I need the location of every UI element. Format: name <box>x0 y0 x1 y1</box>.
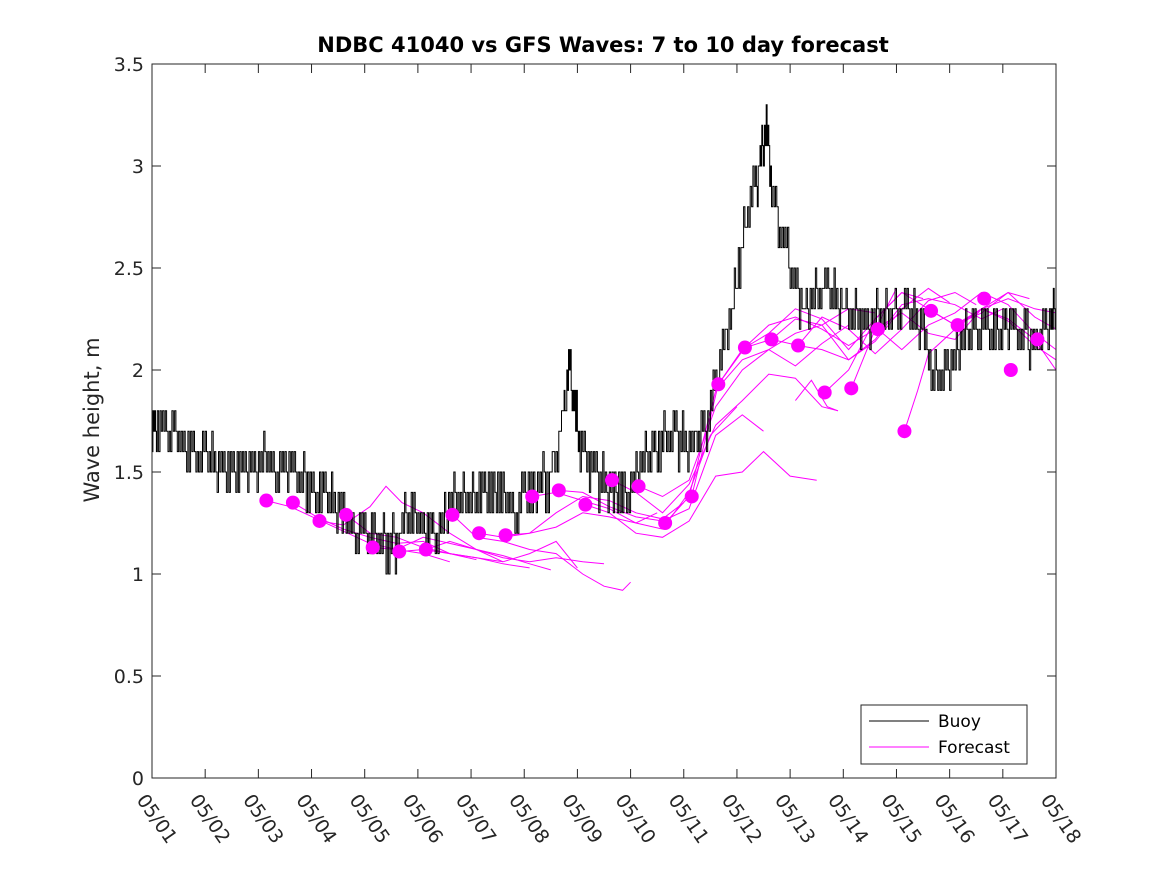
y-tick-label: 1 <box>132 564 144 586</box>
forecast-line <box>532 406 738 530</box>
forecast-marker <box>737 340 752 355</box>
buoy-line <box>152 104 1056 575</box>
forecast-marker <box>711 377 726 392</box>
forecast-marker <box>924 303 939 318</box>
y-tick-label: 0.5 <box>114 666 144 688</box>
y-tick-label: 2.5 <box>114 258 144 280</box>
forecast-line <box>638 324 849 498</box>
forecast-line <box>877 291 1057 351</box>
forecast-marker <box>259 493 274 508</box>
buoy-series-group <box>152 104 1056 575</box>
forecast-marker <box>445 507 460 522</box>
forecast-marker <box>604 473 619 488</box>
chart-title: NDBC 41040 vs GFS Waves: 7 to 10 day for… <box>317 33 888 57</box>
forecast-marker <box>578 497 593 512</box>
forecast-line <box>611 373 839 514</box>
y-tick-label: 1.5 <box>114 462 144 484</box>
forecast-marker <box>817 385 832 400</box>
forecast-marker <box>312 513 327 528</box>
forecast-marker <box>498 528 513 543</box>
forecast-line <box>585 450 817 538</box>
forecast-marker <box>472 526 487 541</box>
forecast-marker <box>339 507 354 522</box>
y-axis-ticks: 0 0.5 1 1.5 2 2.5 3 3.5 <box>114 54 1056 790</box>
forecast-marker <box>631 479 646 494</box>
legend-buoy-label: Buoy <box>938 712 981 732</box>
forecast-line <box>425 540 605 565</box>
forecast-marker <box>551 483 566 498</box>
plot-frame <box>151 63 1057 779</box>
forecast-marker <box>658 516 673 530</box>
forecast-marker <box>977 291 992 306</box>
forecast-marker <box>764 332 779 347</box>
forecast-marker <box>950 318 965 333</box>
forecast-marker <box>791 338 806 353</box>
y-tick-label: 3 <box>132 156 144 178</box>
forecast-marker <box>1030 332 1045 347</box>
forecast-marker <box>1003 363 1018 377</box>
forecast-marker <box>525 489 540 504</box>
y-tick-label: 3.5 <box>114 54 144 76</box>
legend-box <box>860 704 1028 765</box>
forecast-marker <box>418 542 433 557</box>
y-tick-label: 2 <box>132 360 144 382</box>
forecast-line <box>452 514 631 591</box>
y-axis-label: Wave height, m <box>80 337 104 502</box>
forecast-marker <box>392 544 407 559</box>
forecast-marker <box>897 424 912 439</box>
y-tick-label: 0 <box>132 768 144 790</box>
forecast-line <box>930 291 1057 330</box>
forecast-markers-group <box>259 291 1045 559</box>
legend-forecast-label: Forecast <box>938 738 1010 758</box>
forecast-marker <box>684 489 699 504</box>
forecast-marker <box>844 381 859 396</box>
forecast-marker <box>285 495 300 510</box>
forecast-line <box>505 495 685 536</box>
plot-area <box>152 64 1056 778</box>
forecast-line <box>771 291 977 355</box>
forecast-marker <box>365 540 380 555</box>
forecast-marker <box>870 322 885 337</box>
legend: Buoy Forecast <box>860 704 1028 765</box>
